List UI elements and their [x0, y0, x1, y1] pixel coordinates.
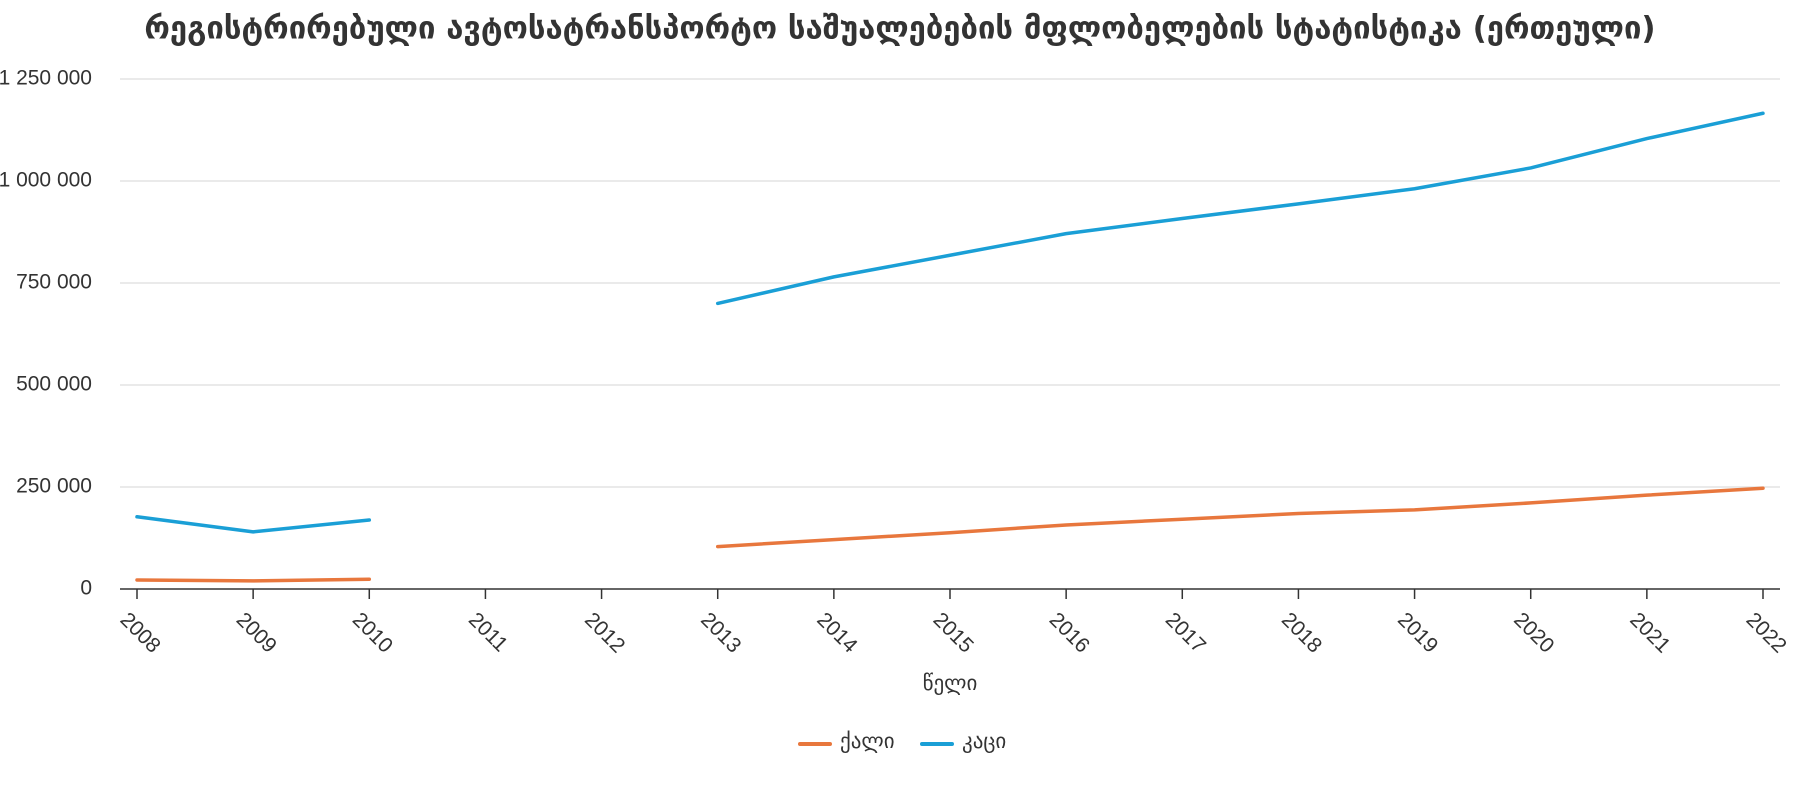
x-tick-label: 2011 [464, 608, 512, 656]
y-tick-label: 500 000 [16, 373, 92, 396]
x-tick-label: 2008 [116, 608, 165, 657]
y-tick-label: 1 250 000 [0, 67, 92, 90]
line-series [135, 486, 1765, 583]
y-tick-label: 1 000 000 [0, 169, 92, 192]
x-tick-label: 2010 [348, 608, 397, 657]
x-tick-label: 2012 [580, 608, 629, 657]
x-axis-label: წელი [923, 671, 978, 695]
y-tick-label: 750 000 [16, 271, 92, 294]
chart-title: რეგისტრირებული ავტოსატრანსპორტო საშუალებ… [144, 11, 1655, 47]
legend-label: ქალი [840, 729, 895, 753]
x-tick-label: 2017 [1161, 608, 1210, 657]
y-tick-label: 0 [80, 577, 92, 600]
x-tick-label: 2009 [232, 608, 281, 657]
x-tick-label: 2013 [696, 608, 745, 657]
x-tick-label: 2019 [1393, 608, 1442, 657]
x-tick-label: 2015 [929, 608, 978, 657]
x-tick-label: 2018 [1277, 608, 1326, 657]
legend-label: კაცი [962, 729, 1006, 753]
x-tick-label: 2022 [1742, 608, 1791, 657]
x-tick-label: 2021 [1625, 608, 1674, 657]
line-series [135, 111, 1765, 534]
x-tick-label: 2014 [812, 608, 862, 658]
y-tick-label: 250 000 [16, 475, 92, 498]
x-tick-label: 2020 [1509, 608, 1558, 657]
x-tick-label: 2016 [1045, 608, 1094, 657]
